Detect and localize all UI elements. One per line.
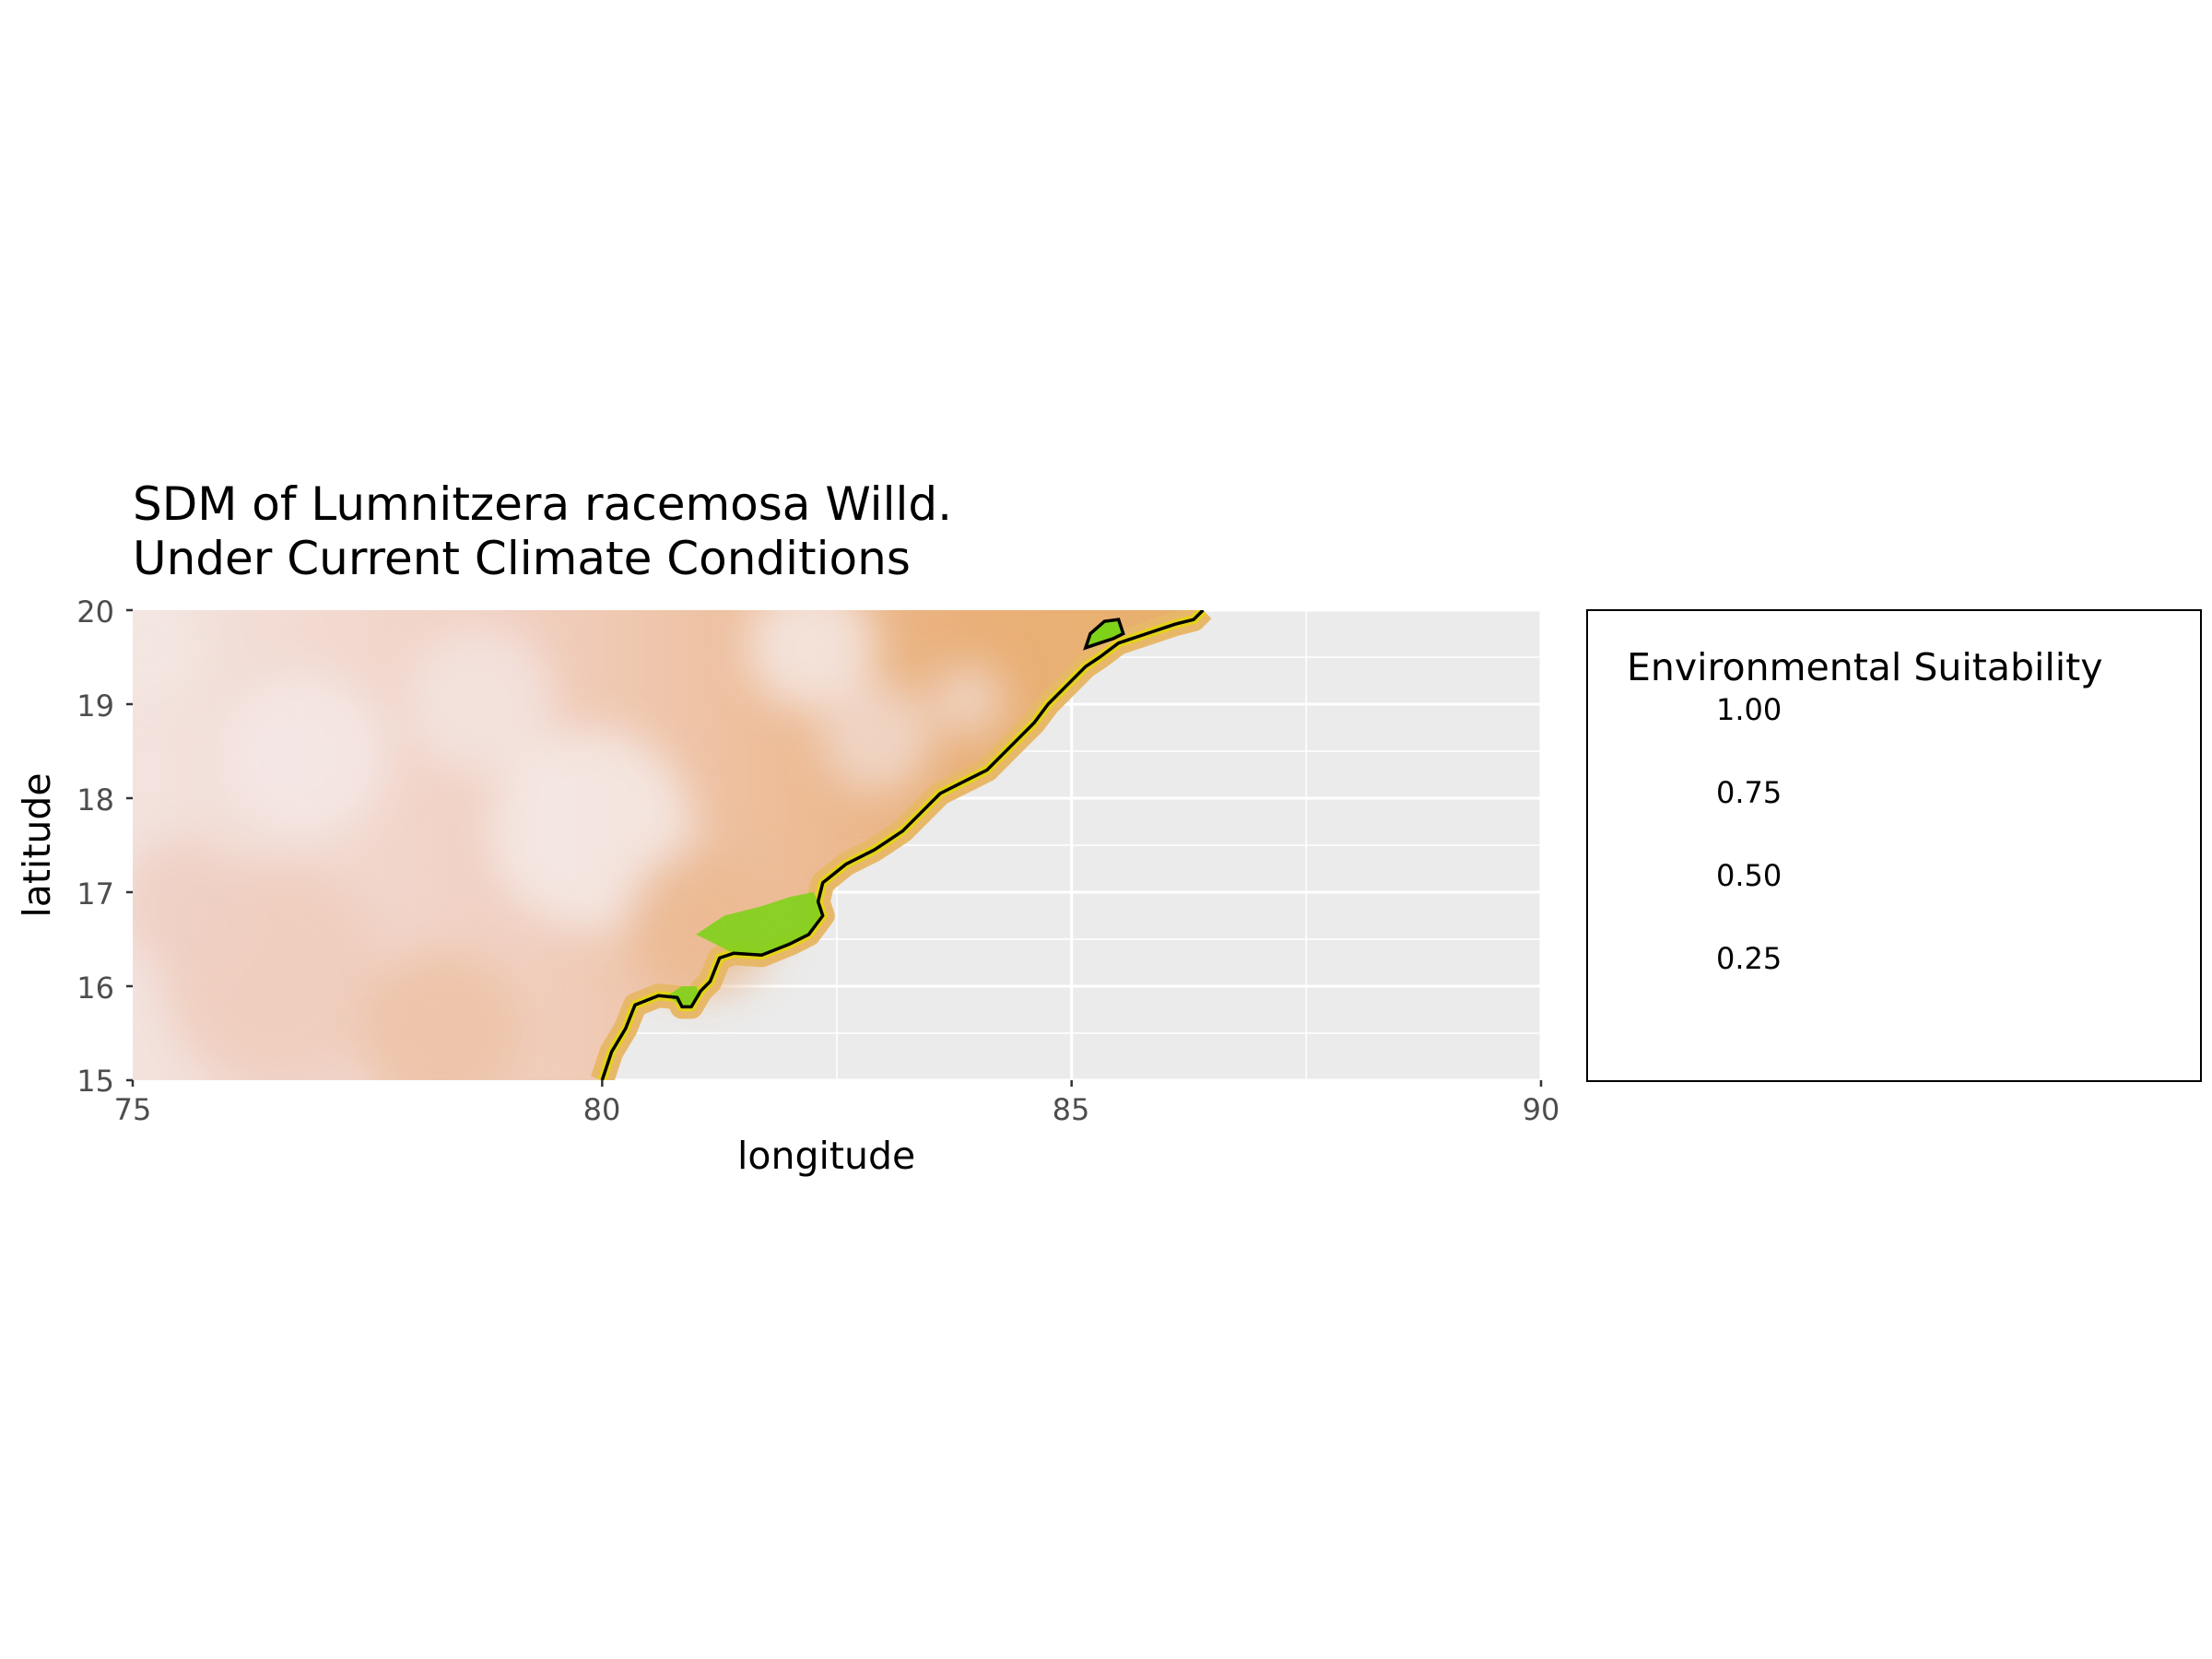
x-tick-label-80: 80 xyxy=(582,1092,621,1127)
legend xyxy=(1586,609,2202,1082)
coastline xyxy=(600,610,1205,1080)
y-tick-label-20: 20 xyxy=(76,594,114,629)
x-tick-label-90: 90 xyxy=(1522,1092,1560,1127)
land-texture-blob xyxy=(221,673,387,839)
y-tick-label-15: 15 xyxy=(76,1064,114,1099)
land-texture-blob xyxy=(931,664,1005,737)
land-texture-blob xyxy=(747,610,876,710)
land-texture-blob xyxy=(133,839,249,968)
chilika-lake-outline xyxy=(1083,618,1125,651)
y-tick-label-18: 18 xyxy=(76,782,114,818)
x-tick-label-85: 85 xyxy=(1052,1092,1090,1127)
map-title-line2: Under Current Climate Conditions xyxy=(133,532,911,585)
legend-label-0-50: 0.50 xyxy=(1716,858,1783,893)
legend-label-0-75: 0.75 xyxy=(1716,775,1783,810)
y-tick-label-17: 17 xyxy=(76,877,114,912)
land-texture-blob xyxy=(820,682,931,793)
y-axis-title: latitude xyxy=(15,772,59,918)
legend-label-0-25: 0.25 xyxy=(1716,941,1783,976)
high-suitability-patch-chilika xyxy=(1085,619,1124,648)
legend-label-1-00: 1.00 xyxy=(1716,692,1783,727)
land-texture-blob xyxy=(406,627,553,774)
high-suitability-patch-godavari xyxy=(696,892,823,956)
y-tick-label-16: 16 xyxy=(76,971,114,1006)
land-texture-blob xyxy=(359,949,525,1080)
x-tick-label-75: 75 xyxy=(113,1092,152,1127)
x-axis-title: longitude xyxy=(737,1134,916,1178)
land-texture-blob xyxy=(133,610,203,700)
axis-ticks xyxy=(126,608,1543,1087)
legend-title: Environmental Suitability xyxy=(1627,645,2103,689)
map-title-line1: SDM of Lumnitzera racemosa Willd. xyxy=(133,477,952,531)
y-tick-label-19: 19 xyxy=(76,688,114,724)
